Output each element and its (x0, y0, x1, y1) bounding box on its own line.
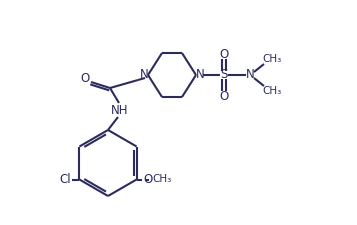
Text: O: O (219, 47, 228, 61)
Text: N: N (246, 68, 255, 81)
Text: N: N (196, 68, 204, 81)
Text: NH: NH (111, 104, 129, 117)
Text: O: O (219, 90, 228, 103)
Text: CH₃: CH₃ (262, 86, 282, 96)
Text: O: O (144, 173, 153, 186)
Text: S: S (220, 68, 228, 81)
Text: N: N (140, 68, 149, 81)
Text: O: O (80, 72, 90, 85)
Text: CH₃: CH₃ (262, 54, 282, 64)
Text: CH₃: CH₃ (152, 175, 172, 184)
Text: Cl: Cl (60, 173, 71, 186)
